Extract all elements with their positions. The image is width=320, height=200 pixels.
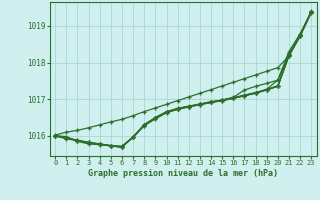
X-axis label: Graphe pression niveau de la mer (hPa): Graphe pression niveau de la mer (hPa) [88,169,278,178]
